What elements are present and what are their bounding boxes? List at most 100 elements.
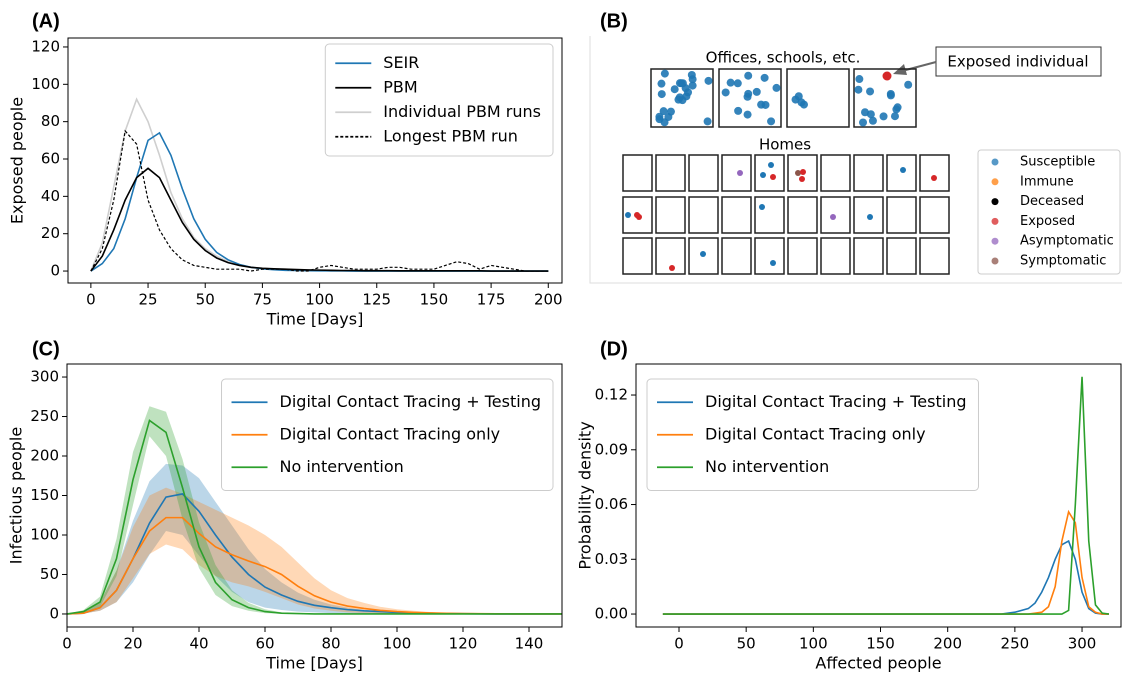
person-dot bbox=[854, 85, 863, 94]
person-dot bbox=[882, 71, 892, 81]
home-box bbox=[787, 237, 818, 275]
legend-label: Asymptomatic bbox=[1020, 234, 1114, 249]
legend: SEIR PBM Individual PBM runs Longest PBM ru… bbox=[324, 43, 554, 157]
person-dot bbox=[657, 79, 666, 88]
legend-label: Longest PBM run bbox=[383, 126, 518, 145]
person-dot bbox=[737, 170, 743, 176]
person-dot bbox=[791, 95, 800, 104]
series-line bbox=[67, 419, 562, 615]
home-box bbox=[919, 237, 950, 275]
home-box bbox=[688, 237, 719, 275]
home-box bbox=[754, 196, 785, 234]
person-dot bbox=[795, 170, 801, 176]
person-dot bbox=[770, 260, 776, 266]
band bbox=[67, 463, 562, 614]
x-tick-label: 250 bbox=[1001, 635, 1030, 653]
person-dot bbox=[859, 118, 868, 127]
home-box bbox=[721, 237, 752, 275]
x-tick-label: 0 bbox=[86, 291, 96, 309]
legend-label: Deceased bbox=[1020, 194, 1084, 209]
y-tick-label: 0 bbox=[49, 604, 59, 622]
home-box bbox=[721, 154, 752, 192]
y-tick-label: 0.03 bbox=[595, 550, 628, 568]
plot-area bbox=[662, 376, 1110, 615]
legend-marker bbox=[991, 217, 999, 225]
legend-box bbox=[646, 378, 979, 491]
x-tick-label: 175 bbox=[477, 291, 506, 309]
home-box bbox=[853, 196, 884, 234]
legend-label: Digital Contact Tracing only bbox=[705, 424, 926, 443]
home-box bbox=[853, 237, 884, 275]
person-dot bbox=[734, 106, 743, 115]
legend-marker bbox=[991, 237, 999, 245]
series-line bbox=[662, 376, 1110, 615]
person-dot bbox=[855, 75, 864, 84]
x-axis-label: Time [Days] bbox=[266, 310, 364, 329]
person-dot bbox=[669, 265, 675, 271]
legend-label: Digital Contact Tracing only bbox=[280, 424, 501, 443]
home-box bbox=[655, 237, 686, 275]
panel-label: (D) bbox=[600, 338, 628, 360]
y-tick-label: 0.00 bbox=[595, 605, 628, 623]
plot-area bbox=[67, 406, 562, 615]
x-tick-label: 125 bbox=[362, 291, 391, 309]
legend-box bbox=[324, 43, 554, 157]
office-box bbox=[650, 68, 714, 128]
x-tick-label: 120 bbox=[449, 635, 478, 653]
group-label: Offices, schools, etc. bbox=[706, 49, 861, 67]
y-tick-label: 120 bbox=[31, 37, 60, 55]
legend-marker bbox=[991, 198, 999, 206]
y-tick-label: 150 bbox=[30, 486, 59, 504]
x-tick-label: 80 bbox=[321, 635, 340, 653]
home-box bbox=[754, 154, 785, 192]
person-dot bbox=[886, 91, 895, 100]
person-dot bbox=[799, 176, 805, 182]
legend-label: No intervention bbox=[705, 457, 829, 476]
person-dot bbox=[752, 87, 761, 96]
office-box bbox=[786, 68, 850, 128]
office-box bbox=[718, 68, 782, 128]
legend-label: Susceptible bbox=[1020, 155, 1095, 170]
panel-label: (B) bbox=[600, 10, 628, 32]
person-dot bbox=[682, 92, 691, 101]
person-dot bbox=[677, 79, 686, 88]
person-dot bbox=[657, 90, 666, 99]
y-tick-label: 250 bbox=[30, 407, 59, 425]
y-tick-label: 0 bbox=[50, 262, 60, 280]
person-dot bbox=[866, 87, 875, 96]
person-dot bbox=[744, 89, 753, 98]
home-box bbox=[622, 237, 653, 275]
x-tick-label: 300 bbox=[1068, 635, 1097, 653]
person-dot bbox=[625, 212, 631, 218]
person-dot bbox=[743, 110, 752, 119]
person-dot bbox=[659, 107, 668, 116]
series-line bbox=[662, 539, 1109, 615]
y-tick-label: 200 bbox=[30, 447, 59, 465]
legend-label: Immune bbox=[1020, 174, 1074, 189]
home-box bbox=[820, 154, 851, 192]
home-box bbox=[622, 154, 653, 192]
person-dot bbox=[797, 98, 806, 107]
x-axis-label: Time [Days] bbox=[265, 654, 363, 673]
x-tick-label: 40 bbox=[189, 635, 208, 653]
diagram-panel: Offices, schools, etc. Homes Exposed ind… bbox=[589, 36, 1122, 284]
home-box bbox=[787, 154, 818, 192]
home-box bbox=[754, 237, 785, 275]
callout-box bbox=[935, 46, 1102, 77]
panel-label: (C) bbox=[32, 338, 60, 360]
legend-marker bbox=[991, 178, 999, 186]
person-dot bbox=[768, 162, 774, 168]
person-dot bbox=[900, 167, 906, 173]
person-dot bbox=[655, 115, 664, 124]
y-tick-label: 300 bbox=[30, 368, 59, 386]
x-tick-label: 20 bbox=[123, 635, 142, 653]
person-dot bbox=[688, 75, 697, 84]
x-tick-label: 25 bbox=[138, 291, 157, 309]
x-tick-label: 150 bbox=[420, 291, 449, 309]
person-dot bbox=[664, 112, 673, 121]
legend-label: Exposed bbox=[1020, 214, 1075, 229]
person-dot bbox=[868, 116, 877, 125]
home-box bbox=[721, 196, 752, 234]
legend-label: No intervention bbox=[280, 457, 404, 476]
home-box bbox=[655, 196, 686, 234]
